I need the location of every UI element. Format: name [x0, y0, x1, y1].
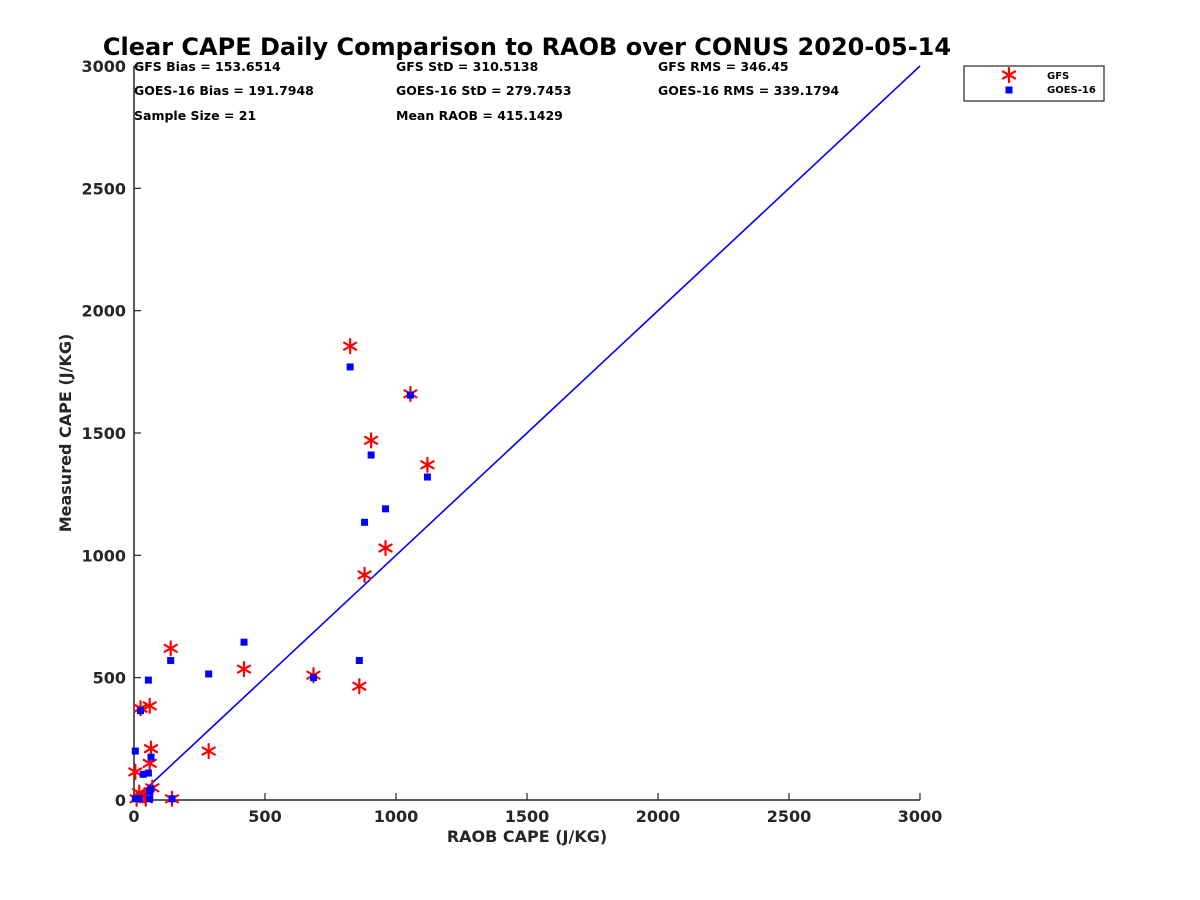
x-axis-label: RAOB CAPE (J/KG) [447, 827, 607, 846]
gfs-point [378, 539, 393, 557]
gfs-point [142, 697, 157, 714]
stat-gfs-bias: GFS Bias = 153.6514 [134, 59, 281, 74]
legend-goes16-label: GOES-16 [1047, 85, 1096, 96]
goes16-point [406, 391, 414, 399]
stat-goes-std: GOES-16 StD = 279.7453 [396, 83, 572, 98]
legend-gfs-marker [1001, 66, 1017, 84]
stat-gfs-rms: GFS RMS = 346.45 [658, 59, 789, 74]
x-tick-label: 1000 [374, 807, 419, 826]
goes16-point [139, 770, 147, 778]
goes16-point [131, 795, 139, 803]
chart-title: Clear CAPE Daily Comparison to RAOB over… [103, 33, 951, 61]
y-tick-label: 3000 [81, 57, 126, 76]
goes16-point [367, 451, 375, 459]
goes16-point [361, 518, 369, 526]
gfs-point [201, 742, 216, 760]
series-gfs [128, 338, 435, 807]
goes16-point [423, 473, 431, 481]
y-tick-label: 0 [115, 791, 126, 810]
x-tick-label: 2000 [636, 807, 681, 826]
goes16-point [146, 795, 154, 803]
stat-gfs-std: GFS StD = 310.5138 [396, 59, 538, 74]
goes16-point [167, 657, 175, 665]
stats-block: GFS Bias = 153.6514 GFS StD = 310.5138 G… [134, 59, 840, 123]
data-points [128, 338, 435, 807]
legend-box [963, 65, 1105, 102]
gfs-point [236, 661, 252, 678]
goes16-point [309, 674, 317, 682]
series-goes-16 [131, 363, 431, 803]
gfs-point [357, 566, 372, 584]
legend-goes16-marker [1005, 86, 1013, 94]
goes16-point [355, 657, 363, 665]
y-tick-label: 1500 [81, 424, 126, 443]
y-tick-label: 500 [93, 669, 126, 688]
x-tick-label: 3000 [898, 807, 943, 826]
y-tick-label: 2000 [81, 302, 126, 321]
gfs-point [352, 678, 367, 695]
stat-mean-raob: Mean RAOB = 415.1429 [396, 108, 563, 123]
legend: GFS GOES-16 [963, 65, 1105, 102]
stat-goes-bias: GOES-16 Bias = 191.7948 [134, 83, 314, 98]
x-tick-label: 1500 [505, 807, 550, 826]
reference-line-group [133, 65, 921, 801]
legend-gfs-asterisk [1001, 66, 1017, 84]
goes16-point [382, 505, 390, 513]
stat-sample-size: Sample Size = 21 [134, 108, 256, 123]
gfs-point [128, 763, 143, 780]
goes16-point [240, 638, 248, 646]
goes16-point [131, 747, 139, 755]
x-tick-label: 0 [128, 807, 139, 826]
goes16-point [144, 676, 152, 684]
goes16-point [144, 769, 152, 777]
x-tick-label: 500 [248, 807, 281, 826]
gfs-point [363, 432, 379, 449]
goes16-point [346, 363, 354, 371]
stat-goes-rms: GOES-16 RMS = 339.1794 [658, 83, 840, 98]
x-tick-label: 2500 [767, 807, 812, 826]
goes16-point [168, 795, 176, 803]
reference-line [133, 65, 921, 801]
goes16-point [147, 785, 155, 793]
goes16-point [137, 707, 145, 715]
gfs-point [163, 640, 178, 657]
legend-gfs-label: GFS [1047, 71, 1069, 82]
y-tick-label: 2500 [81, 179, 126, 198]
gfs-point [342, 338, 358, 355]
gfs-point [420, 456, 435, 473]
goes16-point [205, 670, 213, 678]
axes: 0 500 1000 1500 2000 2500 3000 0 500 1000 1500 2000… [81, 57, 942, 826]
gfs-point [143, 740, 159, 757]
goes16-point [135, 795, 143, 803]
y-axis-label: Measured CAPE (J/KG) [56, 334, 75, 533]
y-tick-label: 1000 [81, 546, 126, 565]
goes16-point [147, 753, 155, 761]
